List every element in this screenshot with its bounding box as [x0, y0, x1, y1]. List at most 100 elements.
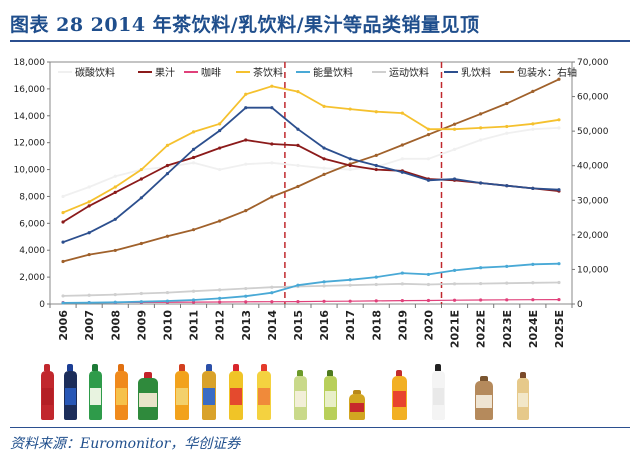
data-point-energy	[479, 266, 483, 270]
x-tick-label: 2019	[396, 310, 409, 341]
x-tick-label: 2020	[422, 310, 435, 341]
data-point-dairy	[426, 178, 431, 182]
data-point-tea	[191, 130, 196, 134]
legend-label-sports: 运动饮料	[389, 66, 429, 79]
data-point-sports	[348, 283, 352, 287]
data-point-dairy	[61, 240, 65, 244]
sprite-bottle	[88, 364, 102, 420]
data-point-sports	[61, 294, 65, 298]
herbal-tea-bottle	[257, 364, 271, 420]
data-point-tea	[505, 124, 509, 129]
x-tick-label: 2012	[214, 310, 227, 341]
data-point-carbonated	[400, 157, 404, 161]
legend-label-dairy: 乳饮料	[461, 66, 491, 79]
data-point-energy	[531, 262, 535, 266]
data-point-tea	[87, 200, 91, 204]
data-point-water	[400, 143, 404, 147]
data-point-water	[426, 133, 431, 137]
x-tick-label: 2014	[266, 310, 279, 341]
y-left-tick-label: 0	[39, 300, 45, 310]
data-point-juice	[322, 157, 326, 161]
x-tick-label: 2013	[240, 310, 253, 341]
data-point-juice	[244, 138, 248, 142]
series-line-carbonated	[62, 127, 560, 198]
data-point-dairy	[244, 106, 248, 110]
data-point-water	[374, 153, 378, 157]
y-right-tick-label: 40,000	[577, 162, 609, 172]
data-point-water	[61, 259, 65, 264]
data-point-juice	[218, 146, 222, 150]
data-point-dairy	[296, 127, 300, 131]
data-point-coffee	[400, 299, 404, 303]
data-point-juice	[348, 163, 352, 168]
data-point-juice	[296, 143, 300, 147]
data-point-energy	[348, 278, 352, 282]
data-point-water	[87, 252, 91, 257]
data-point-carbonated	[87, 185, 91, 189]
y-left-tick-label: 2,000	[19, 273, 45, 283]
x-tick-label: 2017	[344, 310, 357, 341]
data-point-water	[505, 101, 509, 106]
energy-drink-can	[349, 390, 365, 420]
data-point-sports	[531, 281, 535, 285]
data-point-coffee	[322, 299, 326, 303]
x-tick-label: 2007	[83, 310, 96, 341]
data-point-carbonated	[531, 127, 535, 131]
y-left-tick-label: 10,000	[14, 166, 46, 176]
matcha-tea-bottle	[323, 370, 337, 420]
data-point-sports	[218, 288, 222, 292]
data-point-coffee	[479, 298, 483, 302]
data-point-dairy	[505, 184, 509, 188]
data-point-carbonated	[191, 161, 196, 165]
data-point-carbonated	[113, 174, 117, 178]
data-point-tea	[426, 127, 431, 131]
data-point-coffee	[218, 300, 222, 304]
data-point-coffee	[531, 298, 535, 302]
legend-label-coffee: 咖啡	[201, 67, 221, 79]
data-point-energy	[244, 294, 248, 298]
data-point-carbonated	[479, 138, 483, 142]
green-tea-bottle	[293, 370, 307, 420]
x-tick-label: 2023E	[501, 310, 514, 348]
data-point-dairy	[270, 106, 274, 110]
data-point-energy	[165, 299, 170, 303]
legend-label-juice: 果汁	[155, 66, 175, 79]
y-right-tick-label: 0	[577, 300, 583, 310]
data-point-juice	[87, 204, 91, 208]
y-right-tick-label: 30,000	[577, 196, 609, 206]
y-right-tick-label: 70,000	[577, 58, 609, 68]
data-point-water	[113, 248, 117, 253]
data-point-coffee	[296, 299, 300, 304]
data-point-coffee	[505, 298, 509, 302]
data-point-carbonated	[348, 167, 352, 172]
cola-bottle	[40, 364, 54, 420]
y-left-tick-label: 4,000	[19, 246, 45, 256]
data-point-sports	[270, 285, 274, 289]
y-left-tick-label: 16,000	[14, 85, 46, 95]
data-point-tea	[139, 167, 143, 172]
data-point-juice	[113, 190, 117, 195]
data-point-sports	[557, 280, 561, 285]
data-point-juice	[270, 142, 274, 146]
series-line-tea	[62, 85, 560, 214]
data-point-water	[191, 228, 196, 232]
y-left-tick-label: 8,000	[19, 192, 45, 202]
data-point-dairy	[322, 146, 326, 150]
data-point-coffee	[452, 298, 457, 302]
data-point-dairy	[165, 171, 170, 176]
data-point-dairy	[218, 128, 222, 133]
data-point-juice	[374, 167, 378, 172]
data-point-energy	[87, 301, 91, 305]
data-point-energy	[113, 300, 117, 304]
data-point-tea	[348, 107, 352, 111]
data-point-coffee	[557, 297, 561, 302]
data-point-energy	[191, 298, 196, 302]
data-point-dairy	[374, 163, 378, 168]
x-tick-label: 2008	[109, 310, 122, 341]
data-point-tea	[322, 104, 326, 108]
data-point-tea	[374, 110, 378, 114]
data-point-juice	[191, 155, 196, 160]
x-tick-label: 2011	[188, 310, 201, 341]
lemon-tea-bottle	[229, 364, 243, 420]
